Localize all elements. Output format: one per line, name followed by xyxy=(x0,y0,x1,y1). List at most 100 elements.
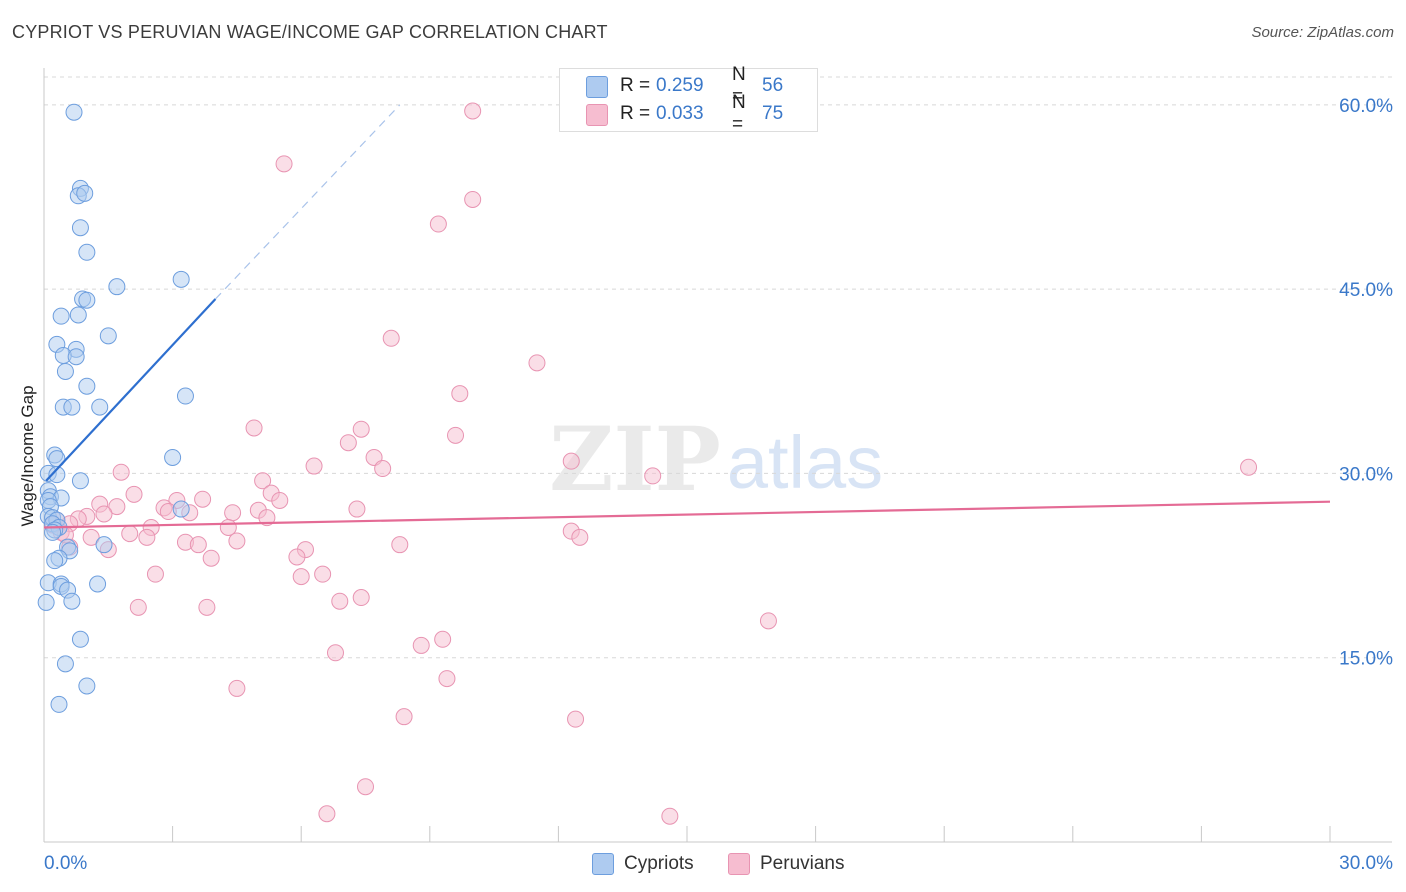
peruvian-point xyxy=(138,528,156,546)
cypriot-point xyxy=(91,398,109,416)
peruvian-point xyxy=(759,612,777,630)
peruvian-point xyxy=(202,549,220,567)
cypriot-point xyxy=(52,307,70,325)
peruvian-point xyxy=(228,679,246,697)
peruvian-point xyxy=(326,644,344,662)
legend-r-label: R = xyxy=(620,75,651,96)
cypriot-point xyxy=(56,362,74,380)
peruvian-point xyxy=(412,636,430,654)
peruvian-point xyxy=(121,525,139,543)
source-label: Source: ZipAtlas.com xyxy=(1251,24,1394,41)
peruvian-point xyxy=(198,598,216,616)
cypriot-point xyxy=(50,695,68,713)
peruvian-point xyxy=(567,710,585,728)
peruvian-point xyxy=(224,504,242,522)
peruvian-point xyxy=(429,215,447,233)
peruvian-point xyxy=(661,807,679,825)
y-tick-label: 45.0% xyxy=(1339,280,1393,301)
cypriot-point xyxy=(37,593,55,611)
cypriot-point xyxy=(89,575,107,593)
peruvian-point xyxy=(391,536,409,554)
cypriot-point xyxy=(46,552,64,570)
legend-n-label: N = xyxy=(732,64,746,107)
peruvian-point xyxy=(125,485,143,503)
legend-row-cypriots: R = 0.259 N = 56 xyxy=(620,64,784,107)
cypriot-point xyxy=(63,592,81,610)
peruvian-point xyxy=(292,568,310,586)
cypriot-trend-line xyxy=(45,298,217,482)
peruvian-point xyxy=(245,419,263,437)
x-tick-label: 0.0% xyxy=(44,853,87,874)
legend-n-value: 56 xyxy=(762,75,784,96)
peruvian-point xyxy=(357,778,374,796)
peruvian-point xyxy=(275,155,293,173)
cypriot-point xyxy=(78,243,96,261)
cypriot-point xyxy=(99,327,117,345)
peruvian-point xyxy=(1240,458,1258,476)
peruvian-point xyxy=(254,472,272,490)
peruvian-point xyxy=(189,536,207,554)
bottom-legend-cypriots: Cypriots xyxy=(592,852,694,876)
cypriot-point xyxy=(78,677,96,695)
peruvian-point xyxy=(395,708,413,726)
legend: R = 0.259 N = 56 R = 0.033 N = 75 xyxy=(559,64,818,135)
peruvian-point xyxy=(331,592,349,610)
peruvian-point xyxy=(339,434,357,452)
cypriot-point xyxy=(108,278,126,296)
legend-n-label: N = xyxy=(732,92,746,135)
legend-r-value: 0.033 xyxy=(656,103,704,124)
peruvian-point xyxy=(318,805,336,823)
cypriot-point xyxy=(176,387,194,405)
y-tick-label: 15.0% xyxy=(1339,649,1393,670)
peruvian-point xyxy=(447,426,465,444)
peruvian-point xyxy=(146,565,164,583)
peruvian-point xyxy=(571,528,589,546)
bottom-legend-peruvians: Peruvians xyxy=(728,852,845,876)
peruvian-point xyxy=(288,548,306,566)
cypriot-point xyxy=(48,466,66,484)
cypriot-point xyxy=(95,536,113,554)
peruvian-trend-line xyxy=(43,500,1331,529)
peruvian-point xyxy=(451,385,469,403)
cypriot-point xyxy=(71,630,89,648)
peruvian-point xyxy=(438,670,456,688)
cypriot-point xyxy=(164,448,182,466)
peruvian-point xyxy=(352,420,370,438)
peruvian-point xyxy=(382,329,400,347)
cypriot-point xyxy=(172,270,190,288)
peruvian-point xyxy=(644,467,662,485)
cypriot-point xyxy=(69,306,87,324)
cypriot-point xyxy=(78,291,96,309)
peruvian-point xyxy=(464,190,482,208)
cypriot-point xyxy=(71,219,89,237)
cypriot-point xyxy=(172,500,190,518)
bottom-legend-label-cypriots: Cypriots xyxy=(624,853,694,874)
cypriot-point xyxy=(76,184,94,202)
y-tick-label: 60.0% xyxy=(1339,96,1393,117)
bottom-legend-swatch-peruvians xyxy=(728,853,750,875)
peruvian-point xyxy=(82,528,100,546)
peruvian-point xyxy=(352,589,370,607)
cypriot-point xyxy=(56,655,74,673)
y-axis-label: Wage/Income Gap xyxy=(18,385,37,527)
peruvian-point xyxy=(95,505,113,523)
peruvian-point xyxy=(528,354,546,372)
peruvian-point xyxy=(562,452,580,470)
peruvian-point xyxy=(434,630,452,648)
bottom-legend-label-peruvians: Peruvians xyxy=(760,853,845,874)
legend-swatch-peruvians xyxy=(586,104,608,126)
cypriot-point xyxy=(65,103,83,121)
cypriot-point xyxy=(63,398,81,416)
peruvian-point xyxy=(464,102,482,120)
peruvian-point xyxy=(112,463,130,481)
peruvian-point xyxy=(258,509,276,527)
watermark-atlas: atlas xyxy=(727,421,883,504)
peruvian-point xyxy=(271,491,289,509)
bottom-legend-swatch-cypriots xyxy=(592,853,614,875)
peruvian-point xyxy=(305,457,323,475)
peruvian-point xyxy=(374,460,392,478)
y-tick-label: 30.0% xyxy=(1339,464,1393,485)
x-tick-label: 30.0% xyxy=(1339,853,1393,874)
legend-n-value: 75 xyxy=(762,103,784,124)
